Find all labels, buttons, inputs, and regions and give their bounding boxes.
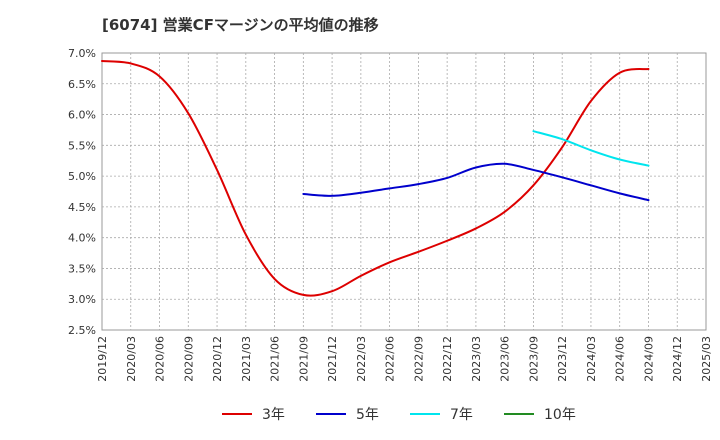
x-tick-label: 2020/12 [211, 336, 224, 382]
y-tick-label: 3.0% [68, 293, 96, 306]
legend-label-3: 10年 [544, 407, 576, 423]
x-tick-label: 2022/06 [384, 336, 397, 382]
x-tick-label: 2023/03 [470, 336, 483, 382]
y-tick-label: 3.5% [68, 262, 96, 275]
x-tick-label: 2021/12 [326, 336, 339, 382]
x-tick-label: 2024/12 [671, 336, 684, 382]
plot-area [101, 52, 707, 331]
x-tick-label: 2023/09 [527, 336, 540, 382]
legend-label-2: 7年 [450, 407, 473, 423]
chart-title: [6074] 営業CFマージンの平均値の推移 [102, 16, 379, 34]
y-tick-label: 4.5% [68, 201, 96, 214]
y-tick-label: 6.0% [68, 109, 96, 122]
x-tick-label: 2019/12 [96, 336, 109, 382]
x-tick-label: 2024/06 [614, 336, 627, 382]
series-line-0 [101, 60, 650, 297]
y-tick-label: 2.5% [68, 324, 96, 337]
x-tick-label: 2024/09 [642, 336, 655, 382]
x-tick-label: 2020/09 [182, 336, 195, 382]
x-tick-label: 2021/06 [269, 336, 282, 382]
y-tick-label: 5.5% [68, 139, 96, 152]
x-tick-label: 2020/03 [125, 336, 138, 382]
x-tick-label: 2023/06 [499, 336, 512, 382]
x-tick-label: 2021/09 [297, 336, 310, 382]
y-tick-label: 4.0% [68, 232, 96, 245]
x-tick-label: 2023/12 [556, 336, 569, 382]
x-tick-label: 2025/03 [700, 336, 713, 382]
series-line-1 [302, 162, 650, 202]
y-tick-label: 5.0% [68, 170, 96, 183]
series-line-2 [532, 130, 650, 167]
y-tick-label: 7.0% [68, 47, 96, 60]
x-tick-label: 2024/03 [585, 336, 598, 382]
x-tick-label: 2022/12 [441, 336, 454, 382]
x-tick-label: 2021/03 [240, 336, 253, 382]
x-tick-label: 2022/09 [412, 336, 425, 382]
y-tick-label: 6.5% [68, 78, 96, 91]
x-tick-label: 2022/03 [355, 336, 368, 382]
legend-label-0: 3年 [262, 407, 285, 423]
x-tick-label: 2020/06 [154, 336, 167, 382]
legend-label-1: 5年 [356, 407, 379, 423]
